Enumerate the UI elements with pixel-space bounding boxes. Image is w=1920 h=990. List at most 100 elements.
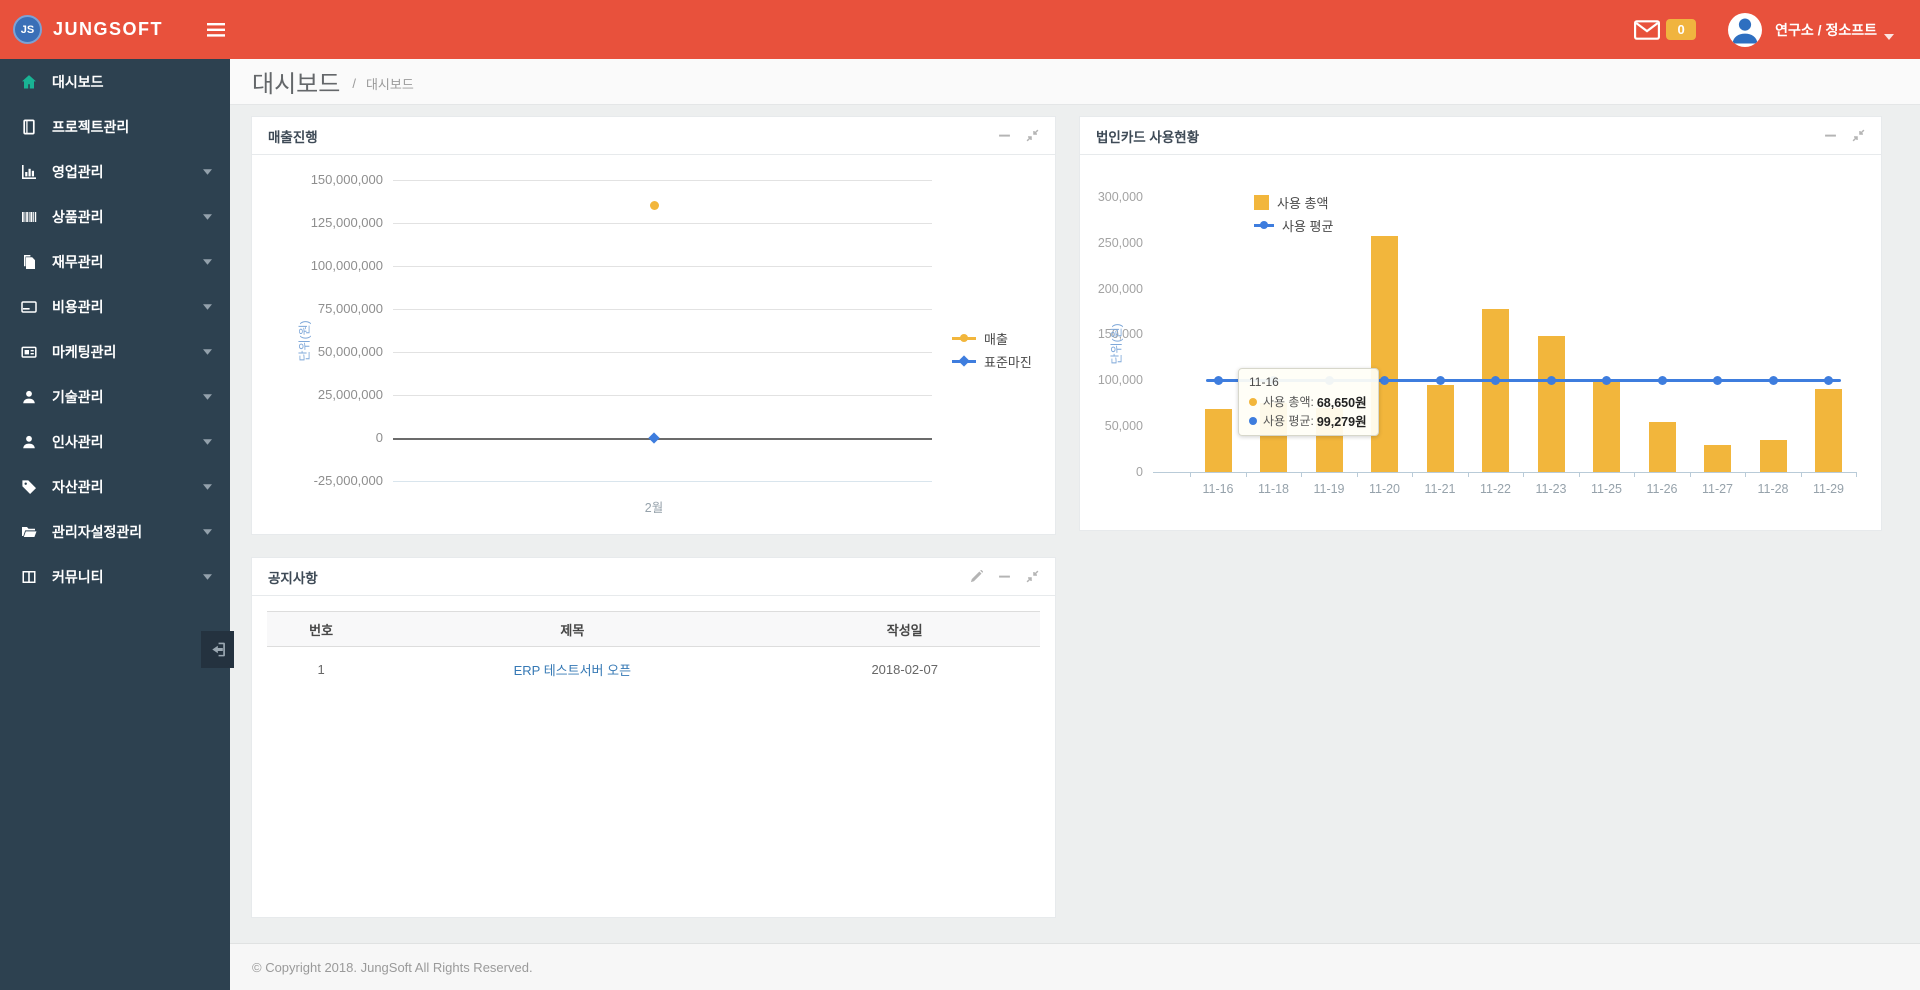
bar-11-21[interactable] — [1426, 384, 1454, 472]
x-axis-tick — [1578, 472, 1580, 477]
sidebar-item-project-mgmt[interactable]: 프로젝트관리 — [0, 104, 230, 149]
brand[interactable]: JS JUNGSOFT — [0, 0, 230, 59]
bar-11-29[interactable] — [1815, 389, 1842, 472]
mail-count-badge: 0 — [1666, 19, 1697, 40]
legend-item[interactable]: 사용 총액 — [1254, 193, 1328, 212]
gridline — [393, 266, 932, 267]
sales-card-title: 매출진행 — [268, 129, 318, 145]
x-axis-tick — [1301, 472, 1303, 477]
tooltip-row: 사용 총액: 68,650원 — [1249, 392, 1368, 411]
sidebar-item-finance-mgmt[interactable]: 재무관리 — [0, 239, 230, 284]
sidebar-item-dashboard[interactable]: 대시보드 — [0, 59, 230, 104]
notice-card-title: 공지사항 — [268, 570, 318, 586]
legend-label: 사용 총액 — [1277, 196, 1329, 211]
y-axis-tick-label: 0 — [1136, 464, 1143, 479]
collapse-minus-icon[interactable] — [998, 129, 1011, 142]
x-axis-category-label: 11-25 — [1590, 482, 1623, 496]
notice-row-title: ERP 테스트서버 오픈 — [375, 660, 769, 679]
user-menu[interactable]: 연구소 / 정소프트 — [1775, 20, 1894, 40]
legend-item[interactable]: 사용 평균 — [1254, 216, 1333, 235]
collapse-minus-icon[interactable] — [998, 570, 1011, 583]
bar-11-20[interactable] — [1371, 235, 1398, 472]
y-axis-tick-label: 250,000 — [1097, 235, 1143, 250]
notice-link[interactable]: ERP 테스트서버 오픈 — [513, 662, 632, 678]
x-axis-category-label: 11-18 — [1257, 482, 1290, 496]
user-icon — [21, 434, 39, 450]
sidebar-item-sales-mgmt[interactable]: 영업관리 — [0, 149, 230, 194]
copyright-text: © Copyright 2018. JungSoft All Rights Re… — [252, 959, 533, 975]
edit-pencil-icon[interactable] — [970, 570, 983, 583]
line-point-11-20[interactable] — [1380, 376, 1389, 386]
sales-card-header: 매출진행 — [252, 117, 1055, 155]
legend-item[interactable]: 매출 — [952, 329, 1008, 348]
sidebar-item-admin-settings[interactable]: 관리자설정관리 — [0, 509, 230, 554]
sidebar-item-hr-mgmt[interactable]: 인사관리 — [0, 419, 230, 464]
x-axis-tick — [1689, 472, 1691, 477]
collapse-minus-icon[interactable] — [1824, 129, 1837, 142]
sidebar-collapse-button[interactable] — [201, 631, 234, 668]
notice-table-row[interactable]: 1 ERP 테스트서버 오픈 2018-02-07 — [267, 647, 1040, 691]
bar-11-23[interactable] — [1537, 336, 1565, 472]
sidebar-item-expense-mgmt[interactable]: 비용관리 — [0, 284, 230, 329]
chart-tooltip: 11-16 사용 총액: 68,650원 사용 평균: 99,279원 — [1238, 368, 1379, 436]
usage-card-header: 법인카드 사용현황 — [1080, 117, 1881, 155]
sidebar-item-product-mgmt[interactable]: 상품관리 — [0, 194, 230, 239]
line-point-11-28[interactable] — [1768, 376, 1778, 386]
line-point-11-29[interactable] — [1824, 376, 1833, 386]
data-point-매출[interactable] — [649, 201, 659, 211]
mail-icon — [1634, 19, 1661, 40]
notice-col-header: 제목 — [560, 622, 585, 638]
compress-icon[interactable] — [1026, 570, 1039, 583]
gridline — [393, 309, 932, 310]
bar-11-22[interactable] — [1482, 308, 1509, 472]
notice-row-number: 1 — [317, 661, 325, 677]
sidebar-item-asset-mgmt[interactable]: 자산관리 — [0, 464, 230, 509]
compress-icon[interactable] — [1852, 129, 1865, 142]
header-right: 0 연구소 / 정소프트 — [1634, 0, 1920, 59]
sidebar-item-label: 대시보드 — [52, 73, 104, 90]
line-point-11-21[interactable] — [1435, 376, 1445, 386]
line-point-11-26[interactable] — [1657, 376, 1667, 386]
bar-11-16[interactable] — [1204, 408, 1232, 472]
mail-button[interactable]: 0 — [1634, 19, 1697, 40]
sales-chart: 150,000,000 125,000,000 100,000,000 75,000,… — [252, 155, 1055, 534]
newspaper-icon — [21, 344, 39, 360]
gridline — [393, 352, 932, 353]
bar-11-28[interactable] — [1759, 439, 1787, 472]
line-point-11-16[interactable] — [1213, 376, 1223, 386]
breadcrumb-item[interactable]: 대시보드 — [365, 77, 414, 92]
bar-11-25[interactable] — [1593, 380, 1620, 472]
menu-toggle-icon[interactable] — [206, 23, 226, 37]
notice-row-date: 2018-02-07 — [871, 661, 938, 677]
bar-11-26[interactable] — [1648, 422, 1676, 472]
home-icon — [21, 74, 39, 90]
y-axis-title: 단위(원) — [1109, 323, 1124, 365]
x-axis-tick — [1356, 472, 1358, 477]
legend-item[interactable]: 표준마진 — [952, 352, 1032, 371]
barcode-icon — [21, 209, 39, 225]
caret-down-icon — [203, 348, 212, 355]
sidebar-item-community[interactable]: 커뮤니티 — [0, 554, 230, 599]
tooltip-row: 사용 평균: 99,279원 — [1249, 411, 1368, 430]
caret-down-icon — [203, 393, 212, 400]
line-point-11-22[interactable] — [1491, 376, 1500, 386]
line-point-11-25[interactable] — [1602, 376, 1611, 386]
x-axis-tick — [1190, 472, 1192, 477]
x-axis-tick — [1634, 472, 1636, 477]
sidebar-item-label: 영업관리 — [52, 163, 104, 180]
sidebar-item-tech-mgmt[interactable]: 기술관리 — [0, 374, 230, 419]
y-axis-tick-label: 50,000,000 — [317, 344, 383, 359]
data-point-표준마진[interactable] — [648, 432, 660, 444]
bar-11-27[interactable] — [1704, 445, 1731, 472]
sidebar-item-marketing-mgmt[interactable]: 마케팅관리 — [0, 329, 230, 374]
x-axis-line — [1153, 472, 1857, 473]
avatar[interactable] — [1728, 12, 1763, 47]
gridline — [393, 438, 932, 440]
x-axis-category-label: 11-21 — [1424, 482, 1456, 496]
gridline — [393, 180, 932, 181]
line-point-11-27[interactable] — [1713, 376, 1722, 386]
compress-icon[interactable] — [1026, 129, 1039, 142]
line-point-11-23[interactable] — [1546, 376, 1556, 386]
y-axis-tick-label: 300,000 — [1097, 190, 1143, 204]
